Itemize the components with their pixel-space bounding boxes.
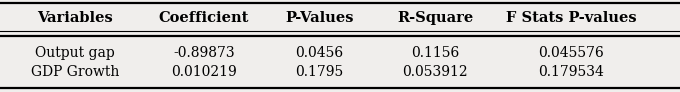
Text: -0.89873: -0.89873: [173, 46, 235, 60]
Text: 0.179534: 0.179534: [539, 65, 604, 79]
Text: 0.045576: 0.045576: [539, 46, 604, 60]
Text: Variables: Variables: [37, 11, 113, 25]
Text: 0.0456: 0.0456: [296, 46, 343, 60]
Text: GDP Growth: GDP Growth: [31, 65, 119, 79]
Text: P-Values: P-Values: [286, 11, 354, 25]
Text: 0.1795: 0.1795: [296, 65, 343, 79]
Text: Coefficient: Coefficient: [159, 11, 249, 25]
Text: 0.1156: 0.1156: [411, 46, 459, 60]
Text: Output gap: Output gap: [35, 46, 115, 60]
Text: R-Square: R-Square: [397, 11, 473, 25]
Text: F Stats P-values: F Stats P-values: [506, 11, 636, 25]
Text: 0.053912: 0.053912: [403, 65, 468, 79]
Text: 0.010219: 0.010219: [171, 65, 237, 79]
